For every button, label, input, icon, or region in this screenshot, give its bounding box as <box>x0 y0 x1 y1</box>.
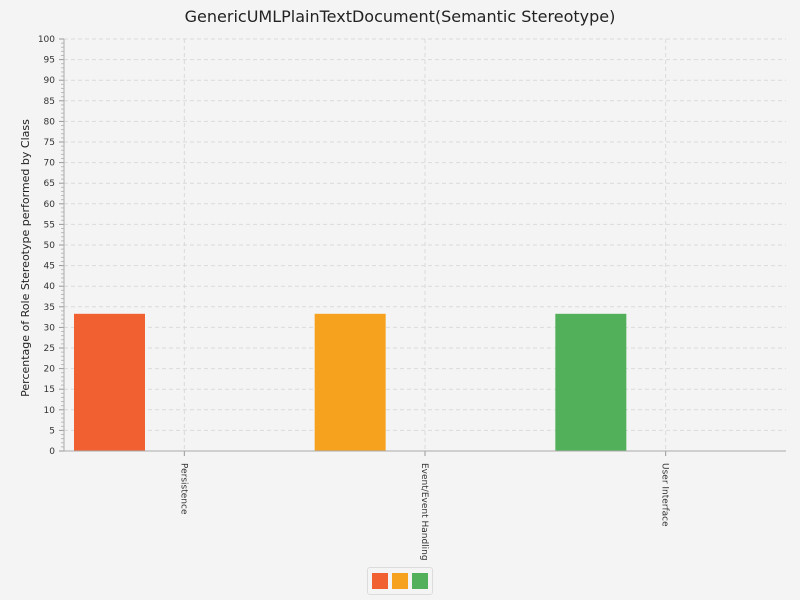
y-tick-label: 65 <box>44 179 55 189</box>
y-tick-label: 40 <box>44 282 56 292</box>
x-tick-label: Persistence <box>178 463 188 515</box>
y-tick-label: 50 <box>44 241 56 251</box>
y-tick-label: 5 <box>49 426 55 436</box>
y-tick-label: 90 <box>44 76 56 86</box>
y-tick-label: 35 <box>44 303 55 313</box>
y-tick-label: 100 <box>38 35 55 45</box>
y-tick-label: 25 <box>44 344 55 354</box>
bars <box>74 313 627 451</box>
bar <box>314 313 386 451</box>
bar <box>555 313 627 451</box>
y-tick-label: 95 <box>44 56 55 66</box>
legend-swatch <box>372 573 388 589</box>
chart-title: GenericUMLPlainTextDocument(Semantic Ste… <box>184 7 616 26</box>
y-tick-label: 30 <box>44 323 56 333</box>
y-tick-label: 75 <box>44 138 55 148</box>
y-tick-label: 85 <box>44 97 55 107</box>
y-tick-label: 15 <box>44 385 55 395</box>
x-tick-label: User Interface <box>660 463 670 527</box>
bar <box>74 313 145 451</box>
y-tick-label: 20 <box>44 365 56 375</box>
legend <box>367 567 433 595</box>
grid <box>64 38 786 451</box>
axes: 0 5 10 15 20 25 30 35 40 45 50 55 60 65 70 75 80 85 90 95 10… <box>38 35 786 561</box>
y-tick-label: 10 <box>44 406 56 416</box>
y-tick-label: 60 <box>44 200 56 210</box>
x-tick-label: Event/Event Handling <box>419 463 429 561</box>
y-tick-label: 45 <box>44 262 55 272</box>
legend-swatch <box>392 573 408 589</box>
y-axis-title: Percentage of Role Stereotype performed … <box>19 119 32 397</box>
y-tick-label: 70 <box>44 159 56 169</box>
legend-swatch <box>412 573 428 589</box>
y-tick-label: 0 <box>49 447 55 457</box>
y-tick-label: 80 <box>44 117 56 127</box>
y-tick-label: 55 <box>44 220 55 230</box>
